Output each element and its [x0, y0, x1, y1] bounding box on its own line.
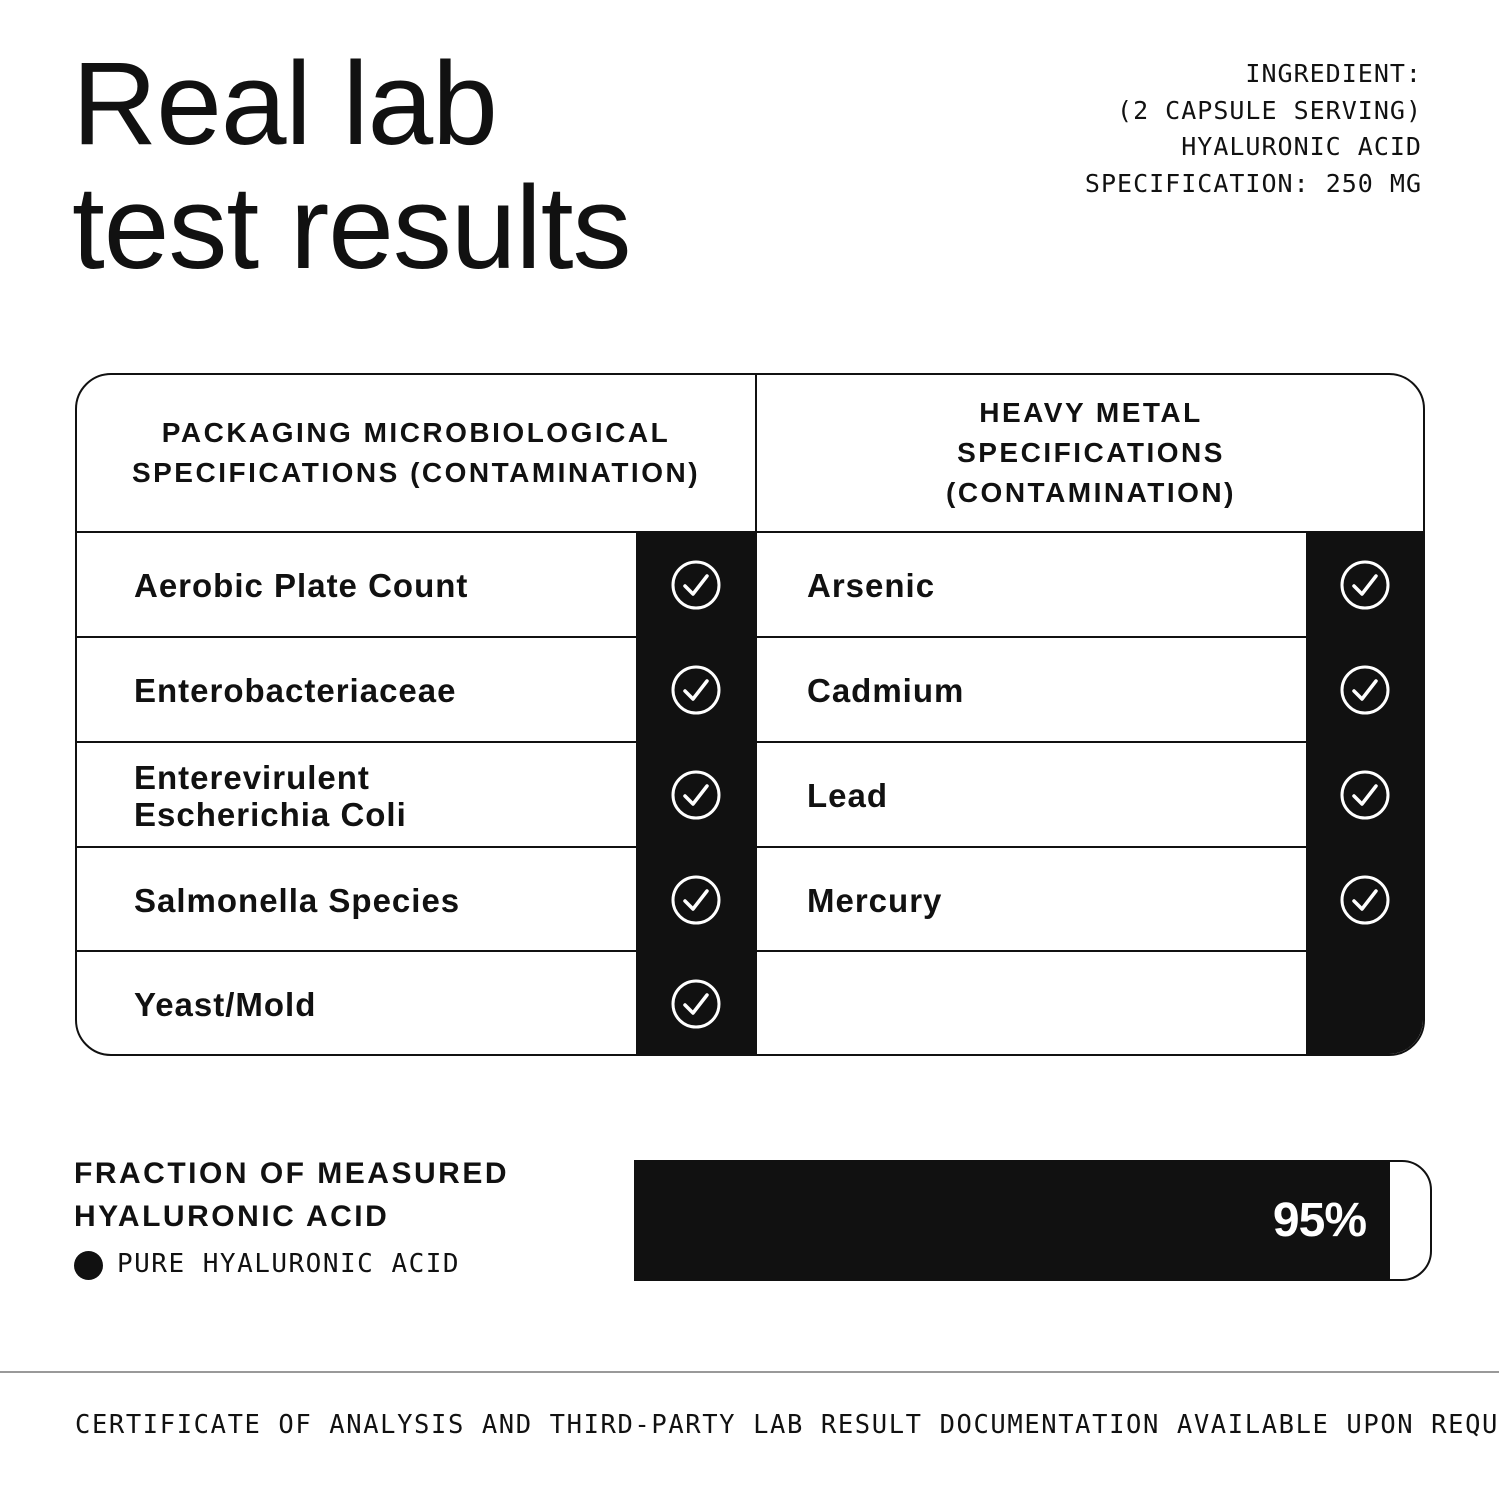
footer-divider: [0, 1371, 1499, 1373]
microbiological-header: PACKAGING MICROBIOLOGICAL SPECIFICATIONS…: [131, 417, 701, 488]
check-circle-icon: [670, 664, 722, 716]
serving-size: (2 CAPSULE SERVING): [1117, 95, 1422, 125]
check-circle-icon: [670, 874, 722, 926]
check-circle-icon: [1339, 664, 1391, 716]
heavy-metal-header: HEAVY METAL SPECIFICATIONS (CONTAMINATIO…: [946, 397, 1236, 508]
row-divider: [757, 741, 1306, 743]
row-divider: [757, 950, 1306, 952]
page-title: Real lab test results: [72, 38, 632, 294]
specification-value: SPECIFICATION: 250 MG: [1084, 168, 1422, 198]
row-divider: [77, 846, 636, 848]
legend-dot-icon: [74, 1251, 103, 1280]
table-row: Enterobacteriaceae: [134, 672, 457, 709]
fraction-value: 95%: [1272, 1194, 1367, 1247]
check-circle-icon: [670, 978, 722, 1030]
table-row: Mercury: [807, 882, 943, 919]
ingredient-name: HYALURONIC ACID: [1181, 132, 1422, 161]
fraction-bar: 95%: [634, 1160, 1432, 1281]
table-row: [757, 952, 1306, 1054]
check-circle-icon: [1339, 874, 1391, 926]
results-table: PACKAGING MICROBIOLOGICAL SPECIFICATIONS…: [75, 373, 1425, 1056]
heavy-metal-status-column: [1306, 531, 1423, 1054]
footer-note: CERTIFICATE OF ANALYSIS AND THIRD-PARTY …: [75, 1410, 1499, 1440]
row-divider: [77, 636, 636, 638]
row-divider: [757, 636, 1306, 638]
microbiological-status-column: [636, 531, 756, 1054]
check-circle-icon: [670, 559, 722, 611]
row-divider: [77, 950, 636, 952]
check-circle-icon: [1339, 769, 1391, 821]
check-circle-icon: [670, 769, 722, 821]
table-row: Yeast/Mold: [134, 986, 317, 1023]
legend-label: PURE HYALURONIC ACID: [117, 1249, 461, 1279]
table-row: Lead: [807, 777, 889, 814]
table-row: Enterevirulent Escherichia Coli: [134, 758, 407, 833]
column-divider: [755, 375, 757, 1054]
specification-block: INGREDIENT: (2 CAPSULE SERVING) HYALURON…: [1085, 56, 1422, 202]
fraction-heading: FRACTION OF MEASURED HYALURONIC ACID: [74, 1157, 509, 1233]
table-row: Aerobic Plate Count: [134, 567, 469, 604]
table-row: Cadmium: [807, 672, 965, 709]
title-line-1: Real lab: [72, 38, 498, 170]
check-circle-icon: [1339, 559, 1391, 611]
table-row: Arsenic: [807, 567, 936, 604]
title-line-2: test results: [72, 162, 632, 294]
fraction-bar-fill: [636, 1162, 1391, 1279]
ingredient-label: INGREDIENT:: [1245, 59, 1422, 88]
table-row: Salmonella Species: [134, 882, 461, 919]
row-divider: [77, 741, 636, 743]
row-divider: [757, 846, 1306, 848]
